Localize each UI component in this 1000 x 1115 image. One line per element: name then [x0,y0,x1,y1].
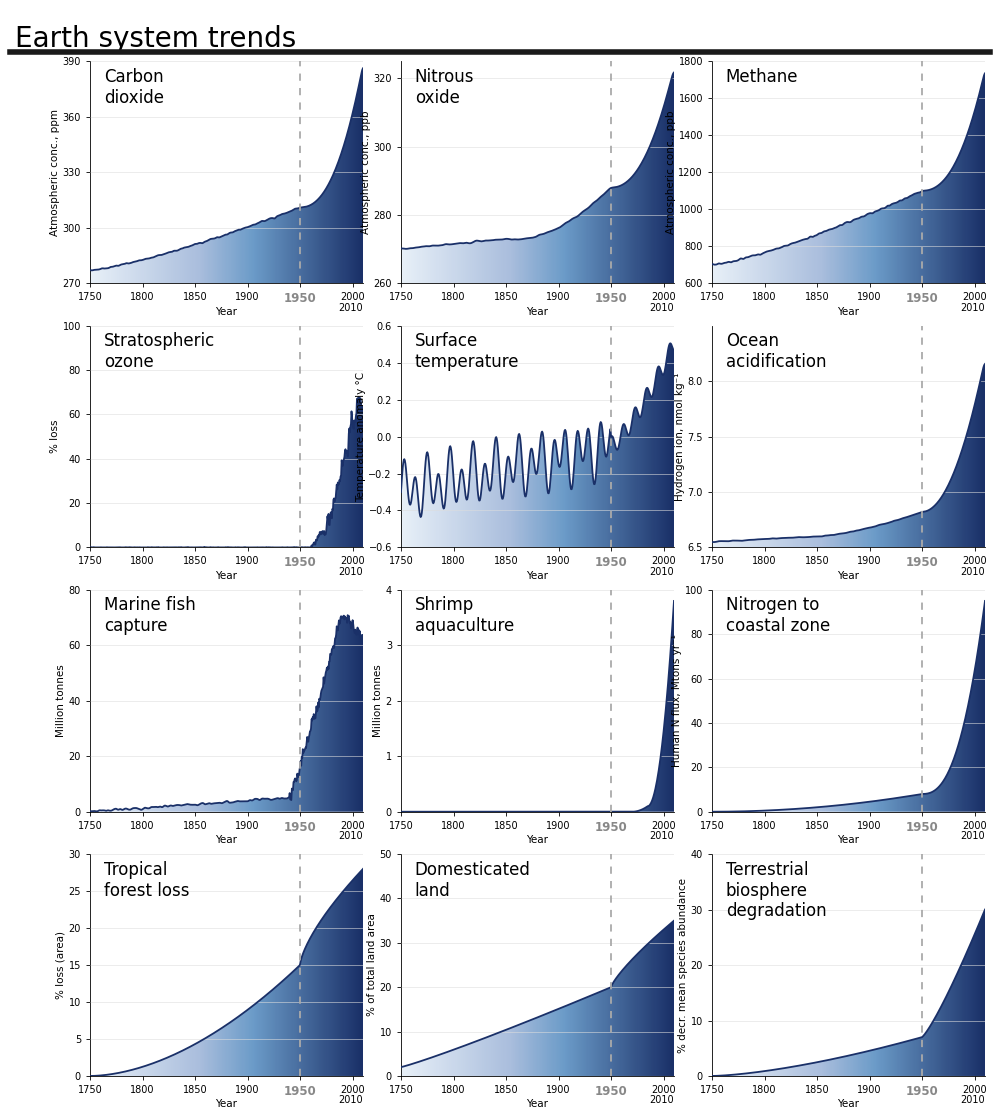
Text: 2010: 2010 [649,302,674,312]
Text: Carbon
dioxide: Carbon dioxide [104,68,164,107]
X-axis label: Year: Year [838,835,860,845]
Y-axis label: Temperature anomaly °C: Temperature anomaly °C [356,371,366,502]
Text: Shrimp
aquaculture: Shrimp aquaculture [415,597,514,636]
Y-axis label: Atmospheric conc., ppb: Atmospheric conc., ppb [361,110,371,234]
X-axis label: Year: Year [216,571,238,581]
X-axis label: Year: Year [838,1099,860,1109]
Text: Stratospheric
ozone: Stratospheric ozone [104,332,215,371]
X-axis label: Year: Year [838,307,860,317]
Y-axis label: % loss: % loss [50,419,60,454]
Text: Methane: Methane [726,68,798,86]
Text: 2010: 2010 [649,831,674,841]
X-axis label: Year: Year [526,571,548,581]
Text: Tropical
forest loss: Tropical forest loss [104,861,189,900]
Text: Nitrous
oxide: Nitrous oxide [415,68,474,107]
X-axis label: Year: Year [216,835,238,845]
Y-axis label: Human N flux, Mtons yr⁻¹: Human N flux, Mtons yr⁻¹ [672,634,682,767]
Text: Terrestrial
biosphere
degradation: Terrestrial biosphere degradation [726,861,826,920]
Text: Earth system trends: Earth system trends [15,25,296,52]
Text: 2010: 2010 [649,566,674,576]
X-axis label: Year: Year [216,1099,238,1109]
Text: Marine fish
capture: Marine fish capture [104,597,195,636]
Text: 2010: 2010 [338,831,363,841]
Text: 2010: 2010 [960,302,985,312]
Text: 2010: 2010 [338,1095,363,1105]
Y-axis label: Million tonnes: Million tonnes [56,665,66,737]
Text: Domesticated
land: Domesticated land [415,861,531,900]
Text: Nitrogen to
coastal zone: Nitrogen to coastal zone [726,597,830,636]
Text: 2010: 2010 [649,1095,674,1105]
Text: 2010: 2010 [338,566,363,576]
Y-axis label: Million tonnes: Million tonnes [373,665,383,737]
Text: 2010: 2010 [338,302,363,312]
Y-axis label: Atmospheric conc., ppb: Atmospheric conc., ppb [666,110,676,234]
X-axis label: Year: Year [526,835,548,845]
Y-axis label: Hydrogen ion, nmol kg⁻¹: Hydrogen ion, nmol kg⁻¹ [675,372,685,501]
X-axis label: Year: Year [526,1099,548,1109]
Y-axis label: % loss (area): % loss (area) [56,931,66,999]
X-axis label: Year: Year [526,307,548,317]
Text: Surface
temperature: Surface temperature [415,332,519,371]
Text: 2010: 2010 [960,566,985,576]
Y-axis label: % decr. mean species abundance: % decr. mean species abundance [678,878,688,1053]
Text: 2010: 2010 [960,831,985,841]
Text: Ocean
acidification: Ocean acidification [726,332,826,371]
X-axis label: Year: Year [838,571,860,581]
X-axis label: Year: Year [216,307,238,317]
Y-axis label: Atmospheric conc., ppm: Atmospheric conc., ppm [50,109,60,235]
Y-axis label: % of total land area: % of total land area [367,913,377,1017]
Text: 2010: 2010 [960,1095,985,1105]
